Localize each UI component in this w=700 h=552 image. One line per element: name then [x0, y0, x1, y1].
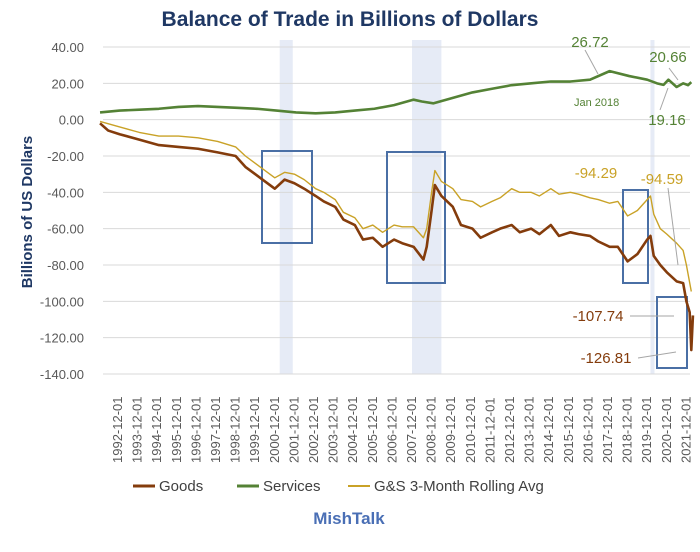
x-tick-label: 1999-12-01 [247, 397, 262, 464]
x-tick-label: 2007-12-01 [404, 397, 419, 464]
annotation-services-last: 20.66 [649, 49, 687, 66]
leader-line [637, 351, 677, 359]
recession-band [412, 40, 442, 374]
x-tick-label: 2014-12-01 [541, 397, 556, 464]
annotation-services-low: 19.16 [648, 112, 686, 129]
x-tick-label: 1996-12-01 [188, 397, 203, 464]
y-axis-label: Billions of US Dollars [19, 136, 36, 289]
y-tick-label: 40.00 [51, 40, 84, 55]
y-tick-label: -80.00 [47, 258, 84, 273]
x-tick-label: 2021-12-01 [678, 397, 693, 464]
x-tick-label: 2011-12-01 [482, 397, 497, 463]
legend-label: Goods [159, 478, 203, 495]
y-tick-label: -120.00 [40, 331, 84, 346]
chart-title: Balance of Trade in Billions of Dollars [162, 8, 539, 31]
x-tick-label: 2006-12-01 [384, 397, 399, 464]
x-tick-label: 1997-12-01 [208, 397, 223, 464]
x-tick-label: 2003-12-01 [326, 397, 341, 464]
legend-label: G&S 3-Month Rolling Avg [374, 478, 544, 495]
x-tick-label: 2017-12-01 [600, 397, 615, 464]
brand-label: MishTalk [313, 509, 385, 528]
y-tick-label: -40.00 [47, 185, 84, 200]
x-tick-label: 1992-12-01 [110, 397, 125, 464]
x-tick-label: 1994-12-01 [149, 397, 164, 464]
series-line-g-s-3-month-rolling-avg [99, 120, 692, 292]
annotation-avg-last: -94.59 [641, 171, 684, 188]
leader-line [668, 67, 679, 81]
x-tick-label: 2018-12-01 [620, 397, 635, 464]
x-tick-label: 2004-12-01 [345, 397, 360, 464]
x-tick-label: 2020-12-01 [659, 397, 674, 464]
x-tick-label: 2012-12-01 [502, 397, 517, 464]
annotation-avg-2019: -94.29 [575, 165, 618, 182]
leader-line [659, 87, 669, 111]
series-line-services [99, 69, 693, 115]
x-tick-label: 2009-12-01 [443, 397, 458, 464]
y-tick-label: -100.00 [40, 294, 84, 309]
y-tick-label: -20.00 [47, 149, 84, 164]
y-tick-label: -140.00 [40, 367, 84, 382]
leader-line [584, 49, 599, 75]
x-tick-label: 2008-12-01 [424, 397, 439, 464]
highlight-box-2008 [386, 151, 446, 284]
recession-band [279, 40, 293, 374]
series-line-goods [99, 122, 695, 352]
annotation-services-peak: 26.72 [571, 34, 609, 51]
x-tick-label: 2001-12-01 [286, 397, 301, 464]
x-tick-label: 1998-12-01 [228, 397, 243, 464]
x-tick-label: 2010-12-01 [463, 397, 478, 464]
legend-label: Services [263, 478, 321, 495]
annotation-services-peak-date: Jan 2018 [574, 97, 619, 109]
x-tick-label: 2000-12-01 [267, 397, 282, 464]
highlight-box-2019 [622, 189, 649, 284]
highlight-box-2022 [656, 296, 688, 369]
x-tick-label: 2019-12-01 [639, 397, 654, 464]
x-tick-label: 2013-12-01 [522, 397, 537, 464]
y-tick-label: 20.00 [51, 76, 84, 91]
annotation-goods-mar: -126.81 [581, 350, 632, 367]
y-tick-label: -60.00 [47, 222, 84, 237]
y-tick-label: 0.00 [59, 113, 84, 128]
x-tick-label: 1993-12-01 [130, 397, 145, 464]
x-tick-label: 1995-12-01 [169, 397, 184, 464]
x-tick-label: 2016-12-01 [580, 397, 595, 464]
highlight-box-2001 [261, 150, 313, 244]
x-tick-label: 2015-12-01 [561, 397, 576, 464]
annotation-goods-apr: -107.74 [573, 308, 624, 325]
x-tick-label: 2005-12-01 [365, 397, 380, 464]
x-tick-label: 2002-12-01 [306, 397, 321, 464]
leader-line [667, 187, 679, 266]
